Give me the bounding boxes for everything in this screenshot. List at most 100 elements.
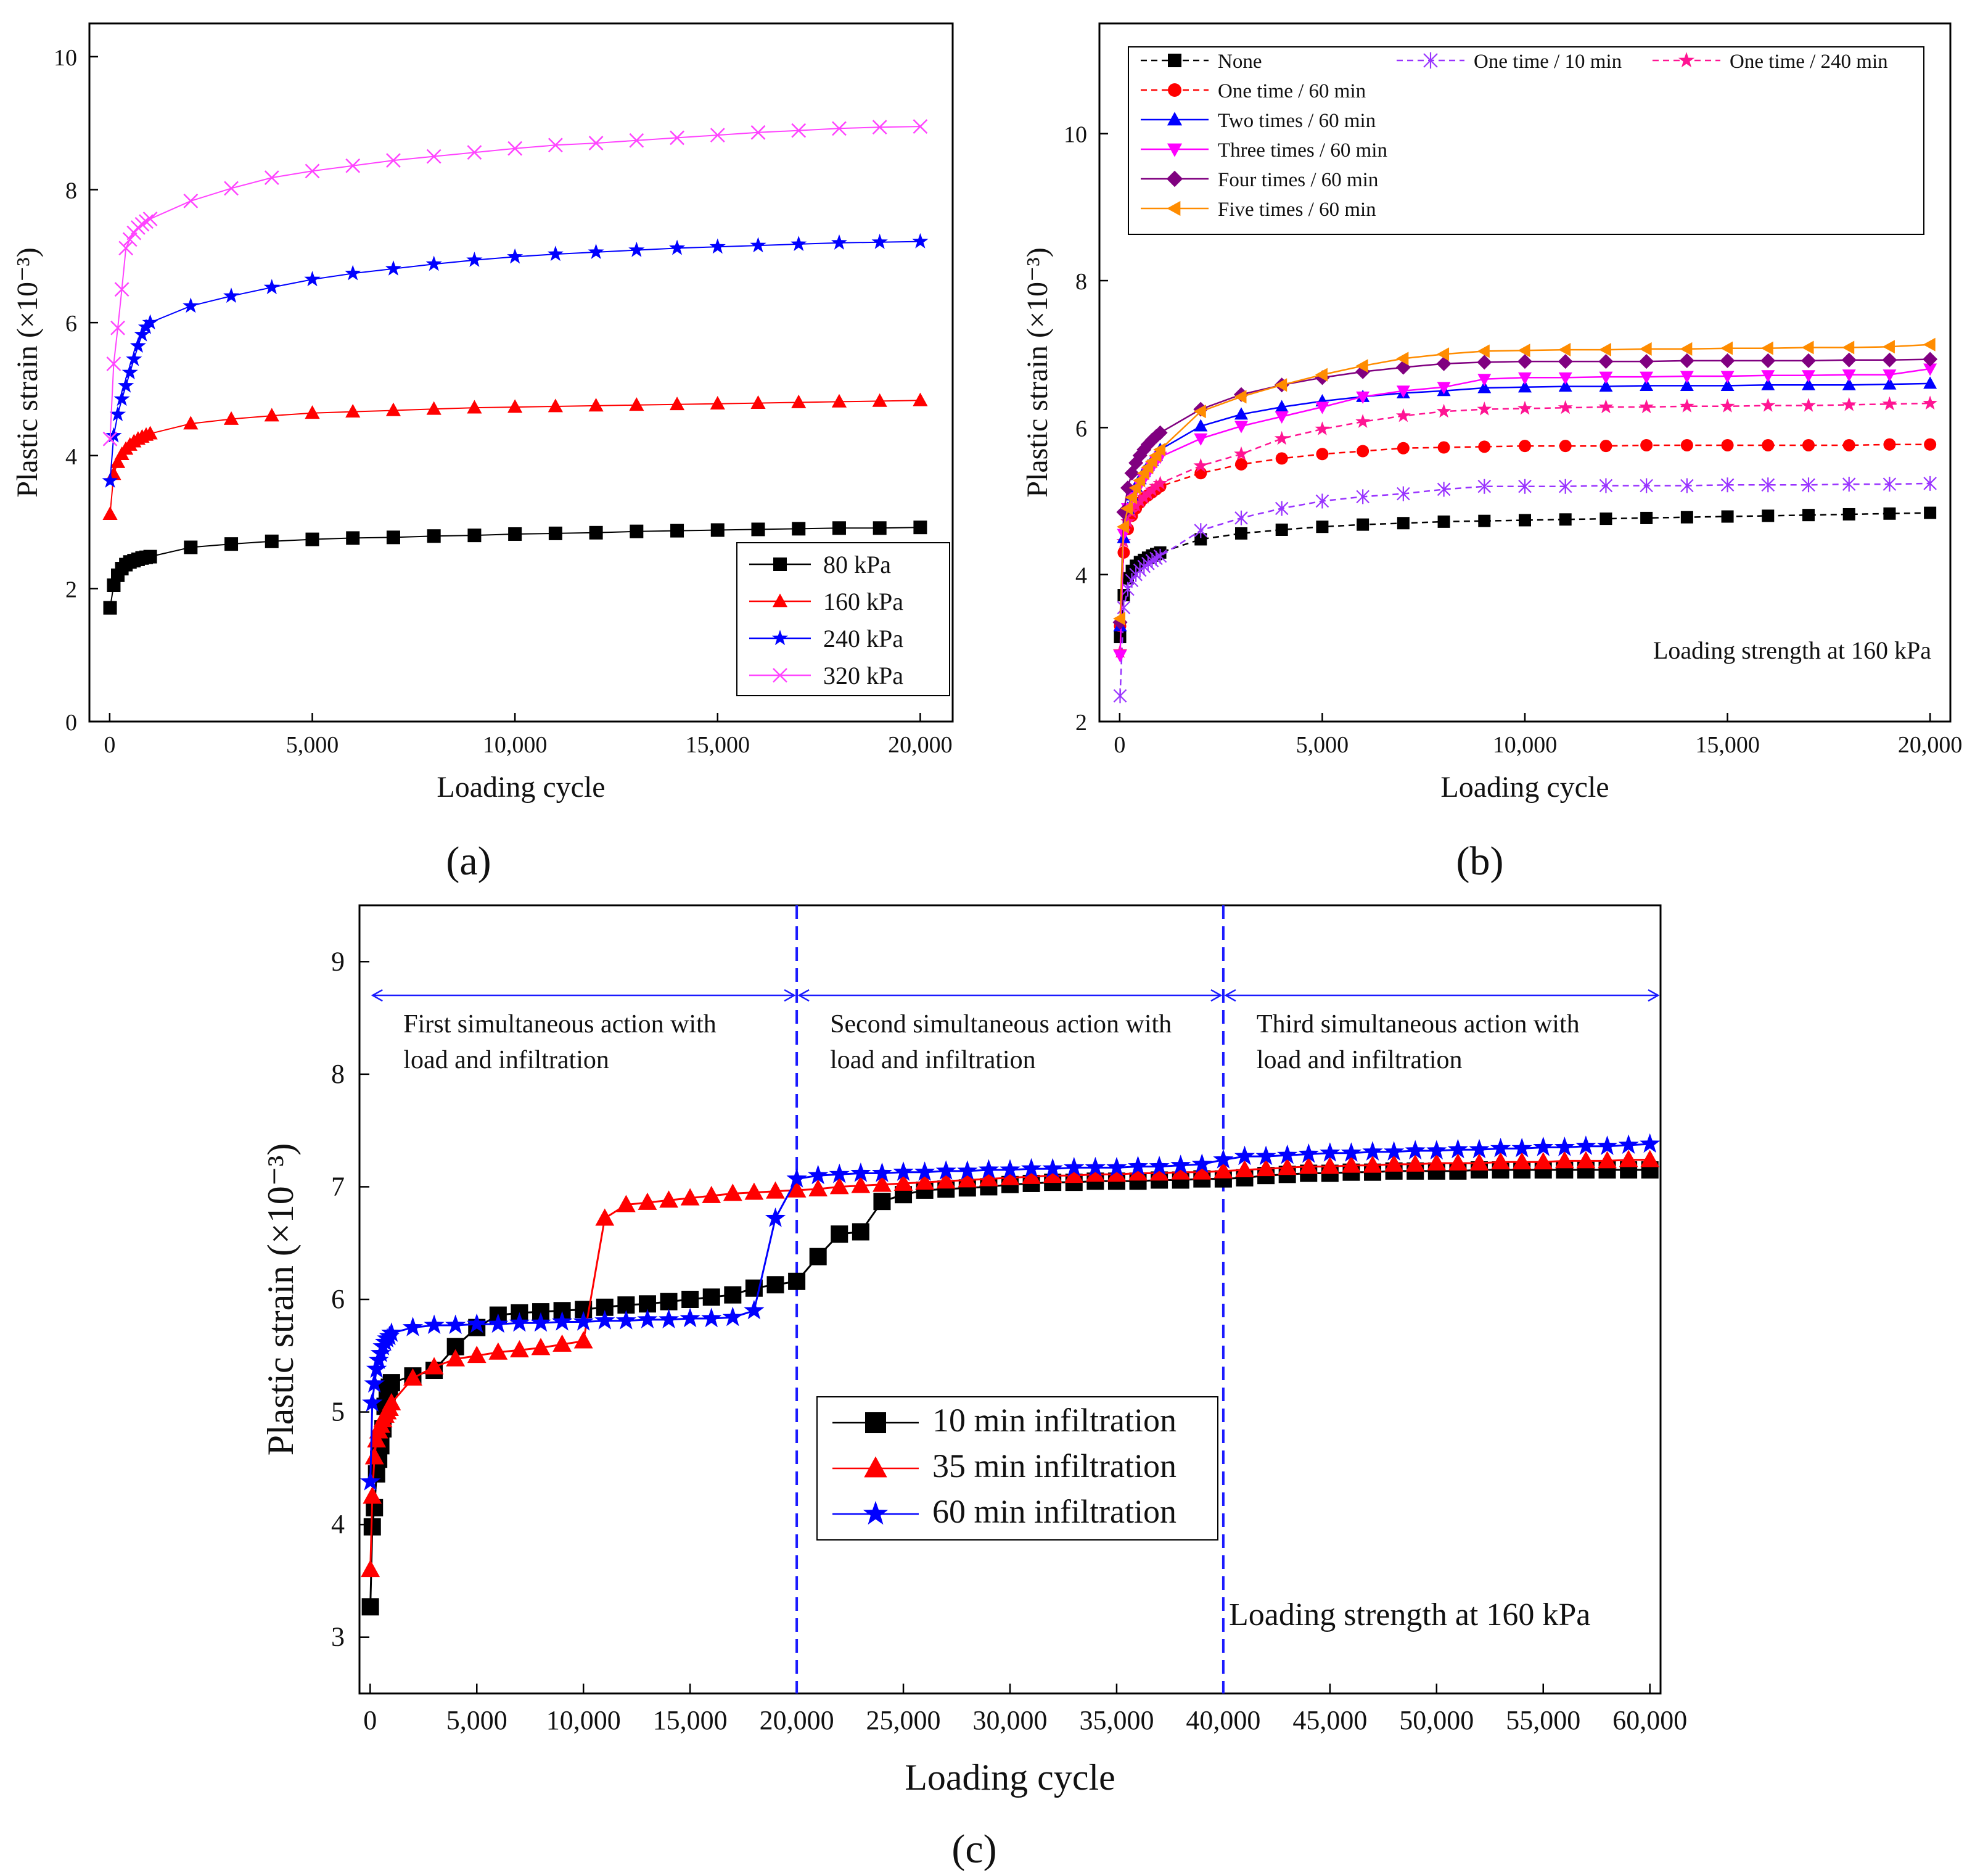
data-point: [126, 350, 142, 366]
data-point: [304, 271, 321, 287]
data-point: [1320, 1156, 1340, 1174]
x-tick-label: 20,000: [888, 732, 953, 758]
data-point: [510, 1340, 529, 1358]
series-60-min-infiltration: [360, 1133, 1661, 1491]
x-tick-label: 50,000: [1399, 1705, 1474, 1735]
data-point: [1315, 368, 1328, 382]
data-point: [121, 364, 138, 380]
legend-marker: [1168, 83, 1181, 97]
data-point: [122, 232, 138, 247]
legend-entry: 240 kPa: [749, 625, 903, 652]
data-point: [345, 265, 361, 281]
data-point: [638, 1192, 657, 1210]
data-point: [345, 158, 361, 173]
data-point: [1235, 458, 1247, 471]
data-point: [488, 1313, 509, 1333]
series-one-time-10-min: [1113, 475, 1937, 704]
data-point: [722, 1306, 743, 1327]
data-point: [1517, 344, 1530, 358]
y-tick-label: 8: [1075, 269, 1087, 295]
data-point: [1299, 1156, 1318, 1174]
data-point: [1341, 1142, 1362, 1162]
data-point: [1801, 398, 1816, 412]
data-point: [346, 531, 360, 545]
legend-marker: [1678, 52, 1695, 68]
legend-entry: 80 kPa: [749, 551, 891, 578]
data-point: [1128, 1163, 1148, 1181]
data-point: [1640, 438, 1653, 451]
data-point: [1437, 382, 1451, 395]
data-point: [1923, 337, 1936, 352]
data-point: [1533, 1137, 1554, 1156]
data-point: [1559, 513, 1572, 526]
data-point: [1599, 512, 1612, 525]
legend-entry: 60 min infiltration: [832, 1493, 1177, 1530]
data-point: [1558, 479, 1572, 494]
data-point: [750, 125, 766, 140]
data-point: [1762, 509, 1775, 522]
data-point: [1320, 1142, 1341, 1162]
data-point: [548, 138, 563, 153]
data-point: [103, 601, 117, 615]
data-point: [852, 1223, 869, 1241]
data-point: [724, 1286, 742, 1304]
legend-label: Two times / 60 min: [1218, 110, 1376, 132]
y-tick-label: 8: [65, 178, 77, 204]
data-point: [670, 524, 684, 538]
data-point: [265, 534, 279, 548]
data-point: [1194, 419, 1208, 432]
panel-b: 2 4 6 8 10 0 5,000 10,000 15,000 20,000 Plastic …: [1021, 22, 1963, 884]
data-point: [1519, 440, 1531, 453]
data-point: [1120, 480, 1135, 496]
legend-entry: Two times / 60 min: [1141, 110, 1376, 132]
data-point: [1802, 509, 1815, 522]
arrow-head-right-icon: [784, 989, 796, 1002]
data-point: [1436, 403, 1452, 418]
data-point: [1841, 397, 1857, 411]
data-point: [629, 397, 644, 411]
data-point: [913, 392, 928, 406]
x-axis-label: Loading cycle: [437, 771, 605, 804]
arrow-head-left-icon: [797, 989, 810, 1002]
phase-arrow: [371, 989, 796, 1002]
legend-marker: [865, 1412, 886, 1433]
phase-arrow: [1224, 989, 1660, 1002]
data-point: [1720, 477, 1735, 493]
data-point: [1447, 1138, 1468, 1159]
panel-label-c: (c): [951, 1827, 996, 1872]
data-point: [670, 130, 684, 146]
data-point: [386, 530, 400, 545]
data-point: [1923, 352, 1938, 367]
data-point: [264, 170, 279, 186]
data-point: [1680, 478, 1694, 493]
data-point: [1278, 1158, 1297, 1175]
data-point: [1256, 1159, 1276, 1177]
data-point: [744, 1182, 764, 1200]
data-point: [142, 314, 158, 330]
data-point: [361, 1560, 380, 1578]
data-point: [1396, 352, 1409, 366]
data-point: [1680, 438, 1693, 451]
data-point: [893, 1161, 914, 1181]
data-point: [263, 279, 280, 295]
data-point: [1357, 518, 1370, 531]
data-point: [669, 239, 686, 255]
legend-label: 35 min infiltration: [932, 1447, 1177, 1484]
legend-entry: One time / 60 min: [1141, 80, 1366, 102]
data-point: [109, 406, 126, 421]
data-point: [936, 1171, 956, 1189]
data-point: [1559, 440, 1572, 453]
x-tick-label: 20,000: [1898, 732, 1963, 758]
y-axis-label: Plastic strain (×10⁻³): [11, 247, 44, 497]
data-point: [1384, 1141, 1405, 1161]
data-point: [183, 193, 199, 208]
data-point: [1842, 340, 1855, 355]
data-point: [1152, 475, 1168, 490]
data-point: [1639, 399, 1654, 414]
legend-entry: Four times / 60 min: [1141, 169, 1378, 191]
legend-entry: One time / 240 min: [1653, 51, 1888, 73]
data-point: [1384, 1154, 1404, 1172]
data-point: [588, 244, 604, 259]
data-point: [658, 1309, 680, 1328]
legend-marker: [1167, 143, 1183, 157]
